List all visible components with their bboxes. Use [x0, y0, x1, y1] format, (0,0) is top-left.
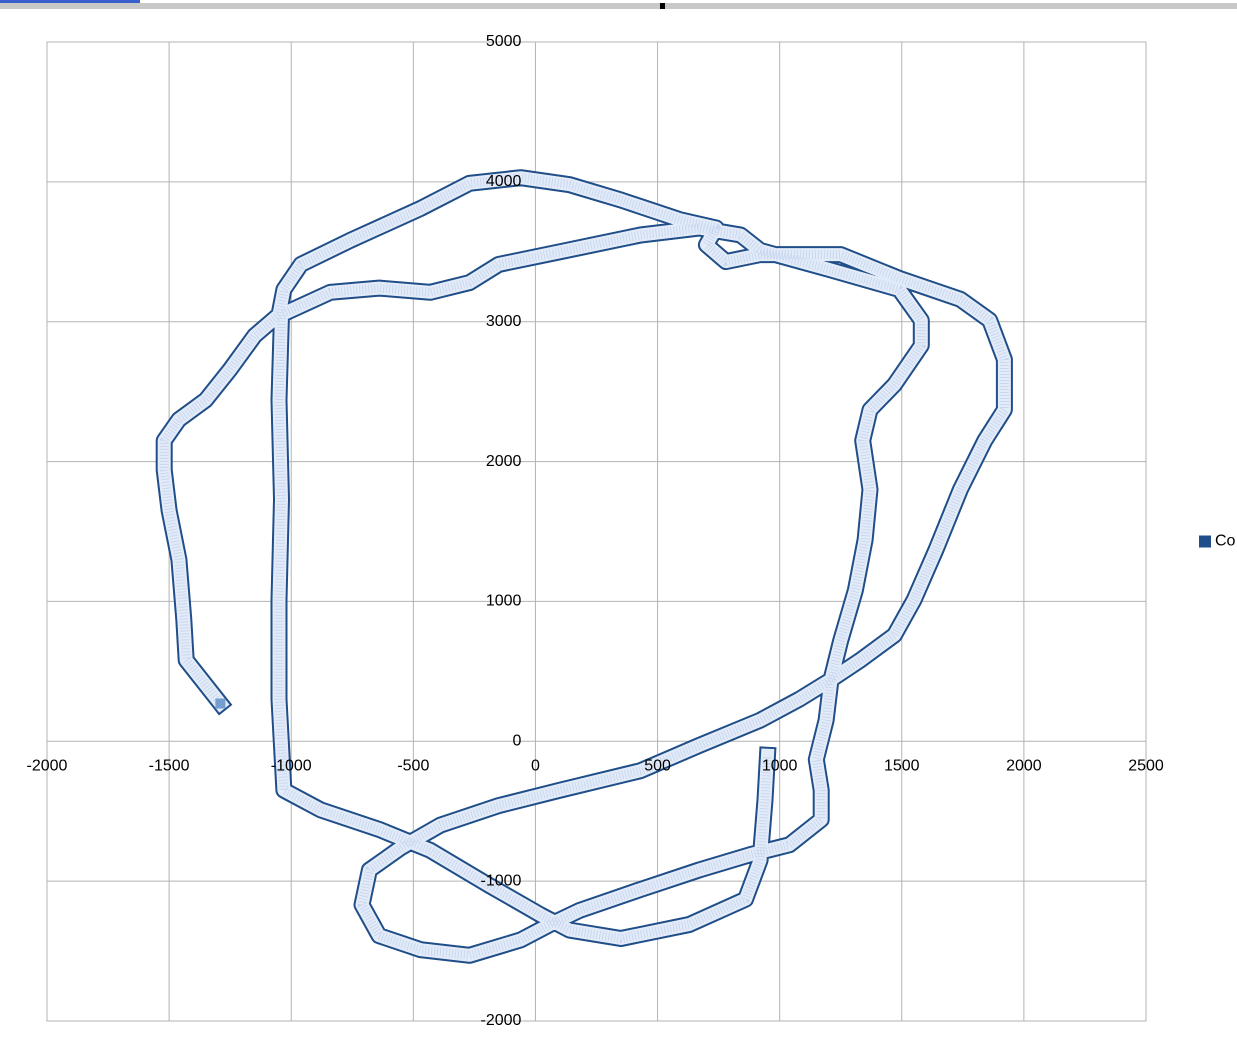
- x-tick-label: 2500: [1128, 758, 1164, 775]
- y-tick-label: -2000: [481, 1012, 522, 1029]
- legend-swatch: [1199, 535, 1211, 548]
- y-tick-label: 3000: [486, 313, 522, 330]
- cursor-mark: [660, 3, 665, 9]
- y-tick-label: 4000: [486, 173, 522, 190]
- x-tick-label: 1500: [884, 758, 920, 775]
- x-tick-label: -1500: [149, 758, 190, 775]
- x-tick-label: 500: [644, 758, 671, 775]
- start-marker: [215, 698, 226, 709]
- legend-label: Co: [1215, 533, 1236, 550]
- x-tick-label: -500: [397, 758, 429, 775]
- x-tick-label: 0: [531, 758, 540, 775]
- toolbar-strip: [0, 3, 1237, 9]
- x-tick-label: -1000: [271, 758, 312, 775]
- y-tick-label: 0: [513, 733, 522, 750]
- x-tick-label: 1000: [762, 758, 798, 775]
- legend: Co: [1199, 533, 1236, 550]
- selection-strip: [0, 0, 140, 3]
- y-tick-label: 2000: [486, 453, 522, 470]
- x-tick-label: -2000: [27, 758, 68, 775]
- y-tick-label: 5000: [486, 33, 522, 50]
- y-tick-label: -1000: [481, 872, 522, 889]
- series-layer: [155, 169, 1013, 964]
- y-tick-label: 1000: [486, 593, 522, 610]
- series-track-fill: [157, 171, 1011, 962]
- x-tick-label: 2000: [1006, 758, 1042, 775]
- series-track: [155, 169, 1013, 964]
